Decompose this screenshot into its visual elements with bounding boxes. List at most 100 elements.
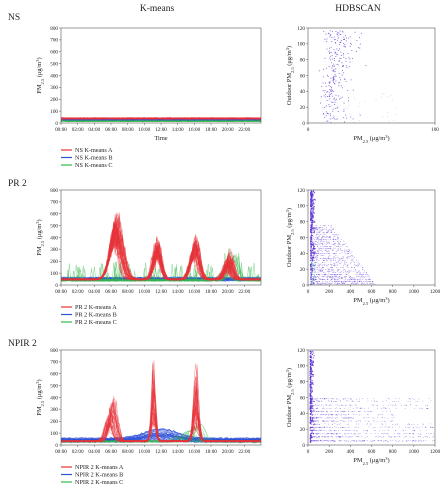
cluster-point [345,282,347,284]
cluster-point [348,97,350,99]
cluster-point [333,118,335,120]
cluster-point [314,273,315,275]
y-tick-label: 40 [300,411,306,417]
cluster-point [309,380,311,382]
cluster-point [353,284,355,285]
cluster-point [358,279,360,281]
cluster-point [339,77,341,78]
cluster-point [313,265,315,267]
cluster-point [362,282,364,284]
cluster-point [315,258,317,260]
cluster-point [311,201,313,203]
cluster-point [357,47,359,49]
ns-kmeans-a-line [61,117,261,120]
cluster-point [313,203,315,205]
cluster-point [323,254,325,256]
x-tick-label: 400 [346,449,354,455]
cluster-point [333,263,335,265]
y-tick-label: 100 [297,204,305,210]
cluster-point [331,92,333,94]
cluster-point [310,252,312,255]
y-tick-label: 200 [50,259,58,265]
cluster-point [334,75,336,77]
legend-pr2: PR 2 K-means APR 2 K-means BPR 2 K-means… [61,304,117,326]
cluster-point [330,261,332,263]
cluster-point [309,364,311,366]
cluster-point [339,30,341,32]
cluster-point [334,51,336,53]
cluster-point [345,65,347,67]
cluster-point [309,387,312,389]
cluster-point [336,277,338,279]
cluster-point [330,264,332,265]
x-tick-label: 14:00 [172,289,184,295]
cluster-point [310,381,312,383]
cluster-point [318,227,320,228]
cluster-point [311,238,313,240]
cluster-point [341,250,343,251]
cluster-point [349,36,351,38]
cluster-point [336,282,338,284]
cluster-point [310,276,312,278]
cluster-point [358,112,360,114]
cluster-point [332,249,334,251]
cluster-point [310,274,312,275]
y-tick-label: 700 [50,200,58,206]
legend-entry: PR 2 K-means B [75,312,117,319]
cluster-point [339,281,341,282]
cluster-point [355,282,357,284]
y-tick-label: 600 [50,212,58,218]
ns-kmeans-a-line [61,117,261,120]
ns-kmeans-a-line [61,117,261,120]
cluster-point [313,251,315,253]
cluster-point [340,277,342,279]
cluster-point [366,282,368,284]
cluster-point [326,281,328,282]
cluster-point [313,249,315,251]
cluster-point [346,265,348,267]
cluster-point [325,106,327,108]
cluster-point [332,108,334,110]
cluster-point [367,276,369,277]
cluster-point [350,262,352,263]
cluster-point [343,272,345,274]
cluster-point [359,43,361,45]
cluster-point [311,360,313,362]
cluster-point [310,392,312,394]
cluster-point [338,261,339,263]
cluster-point [338,268,339,270]
cluster-point [332,237,334,239]
cluster-point [310,210,312,212]
cluster-point [313,243,315,244]
cluster-point [329,53,330,55]
cluster-point [313,270,315,272]
cluster-point [309,409,312,411]
cluster-point [344,283,346,284]
cluster-point [310,232,312,234]
cluster-point [318,263,320,265]
cluster-point [327,258,329,259]
y-tick-label: 300 [50,247,58,253]
cluster-point [338,237,340,239]
cluster-point [343,117,345,119]
cluster-point [310,260,312,261]
cluster-point [321,277,323,279]
cluster-point [312,251,314,252]
cluster-point [322,232,324,234]
cluster-point [347,272,349,274]
cluster-point [332,228,334,230]
cluster-point [329,113,331,115]
cluster-point [333,241,335,242]
cluster-point [322,227,324,228]
cluster-point [387,112,388,113]
cluster-point [312,244,314,246]
cluster-point [309,391,312,393]
cluster-point [311,275,313,277]
cluster-point [310,227,312,228]
cluster-point [339,41,341,43]
ns-kmeans-c-line [61,120,261,123]
cluster-point [348,57,350,59]
cluster-point [330,232,332,233]
cluster-point [333,80,335,82]
